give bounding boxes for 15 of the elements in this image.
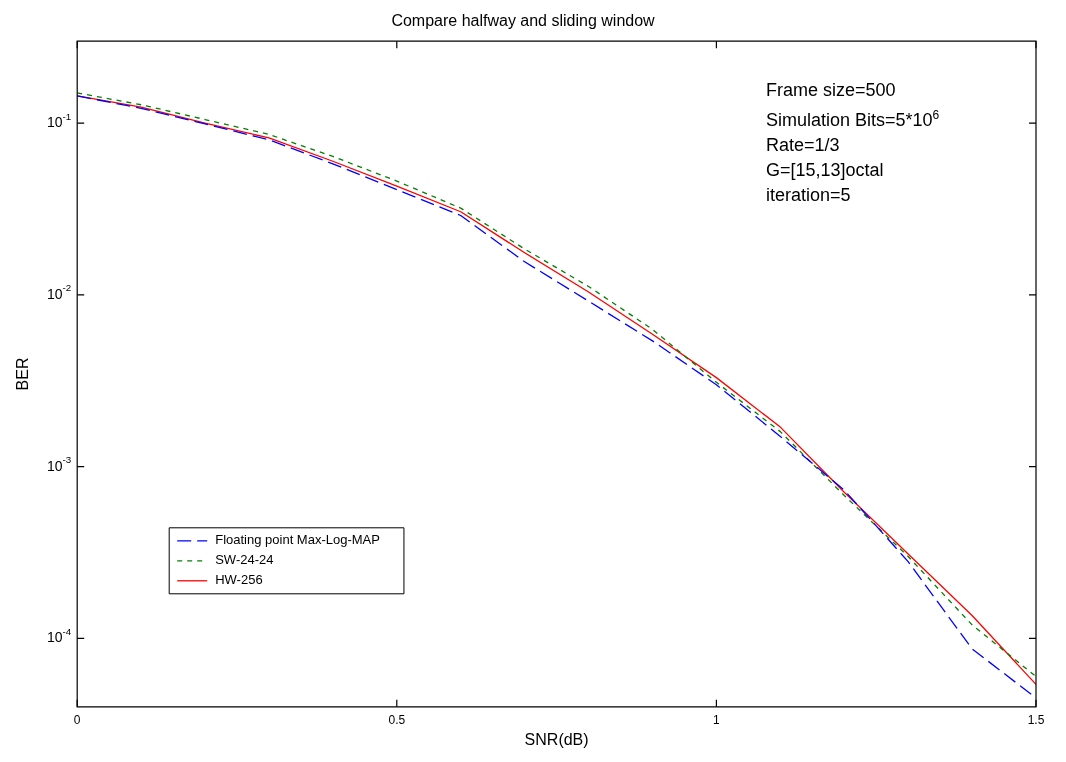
legend-label: HW-256 — [215, 572, 263, 588]
legend-label: Floating point Max-Log-MAP — [215, 532, 380, 548]
annotation: G=[15,13]octal — [766, 159, 885, 182]
annotation: Simulation Bits=5*10$^{6}$ — [766, 107, 940, 132]
annotation: Rate=1/3 — [766, 134, 841, 157]
x-tick-label: 1.5 — [1027, 713, 1045, 728]
chart-title: Compare halfway and sliding window — [391, 12, 656, 30]
annotation: iteration=5 — [766, 184, 852, 207]
x-tick-label: 0 — [73, 713, 81, 728]
y-axis-title: BER — [14, 357, 32, 391]
annotation: Frame size=500 — [766, 79, 897, 102]
x-tick-label: 0.5 — [388, 713, 406, 728]
x-tick-label: 1 — [713, 713, 721, 728]
legend-label: SW-24-24 — [215, 552, 274, 568]
x-axis-title: SNR(dB) — [524, 730, 589, 748]
